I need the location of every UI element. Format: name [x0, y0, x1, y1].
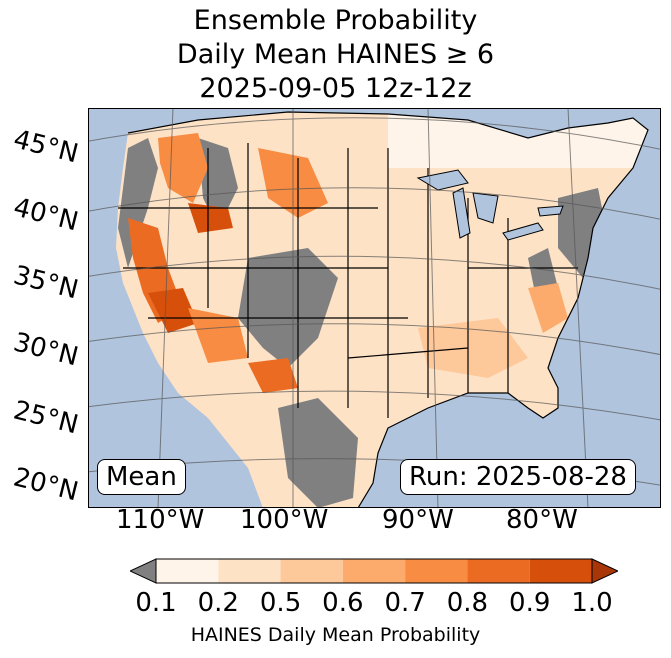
title-line-1: Ensemble Probability [193, 5, 478, 36]
colorbar-segment [529, 559, 592, 583]
lon-label-90: 90°W [382, 505, 454, 535]
colorbar-tick-label: 0.9 [509, 588, 551, 618]
colorbar-over-arrow [591, 558, 618, 584]
lat-label-25: 25°N [10, 395, 82, 441]
colorbar-tick-label: 0.7 [384, 588, 426, 618]
missing-southwest [238, 248, 338, 368]
colorbar-tick-label: 0.6 [322, 588, 364, 618]
colorbar-frame [155, 558, 593, 584]
great-lakes [416, 169, 564, 241]
probability-map [88, 108, 661, 508]
lat-label-20: 20°N [10, 462, 82, 508]
stat-box: Mean [97, 459, 186, 495]
mid-east-coast [528, 283, 568, 333]
colorbar-segment [156, 559, 219, 583]
graticule [88, 108, 661, 508]
land [116, 112, 648, 508]
colorbar-tick-label: 1.0 [571, 588, 613, 618]
colorbar-under-arrow [130, 558, 157, 584]
colorbar [130, 558, 618, 584]
colorbar-tick-label: 0.8 [446, 588, 489, 618]
lat-label-35: 35°N [10, 260, 82, 306]
colorbar-tick-label: 0.2 [197, 588, 239, 618]
peak-great-basin [188, 203, 233, 233]
mid-southeast [418, 318, 528, 378]
title-line-3: 2025-09-05 12z-12z [199, 73, 472, 104]
lat-label-40: 40°N [10, 192, 82, 238]
lat-label-30: 30°N [10, 327, 82, 373]
colorbar-tick-label: 0.5 [259, 588, 302, 618]
run-box: Run: 2025-08-28 [400, 459, 636, 495]
peak-socal [148, 288, 198, 333]
colorbar-label: HAINES Daily Mean Probability [190, 624, 481, 646]
colorbar-segment [280, 559, 343, 583]
lon-label-110: 110°W [116, 505, 205, 535]
missing-mexico [278, 398, 358, 508]
lon-label-80: 80°W [506, 505, 578, 535]
lon-label-100: 100°W [240, 505, 329, 535]
colorbar-tick-label: 0.1 [135, 588, 177, 618]
colorbar-segment [218, 559, 281, 583]
lat-label-45: 45°N [10, 124, 82, 170]
colorbar-segment [467, 559, 530, 583]
colorbar-segment [342, 559, 406, 583]
map-frame [88, 108, 661, 508]
high-arizona [188, 308, 248, 363]
high-border [248, 358, 298, 393]
colorbar-segment [405, 559, 468, 583]
title-line-2: Daily Mean HAINES ≥ 6 [176, 39, 495, 70]
